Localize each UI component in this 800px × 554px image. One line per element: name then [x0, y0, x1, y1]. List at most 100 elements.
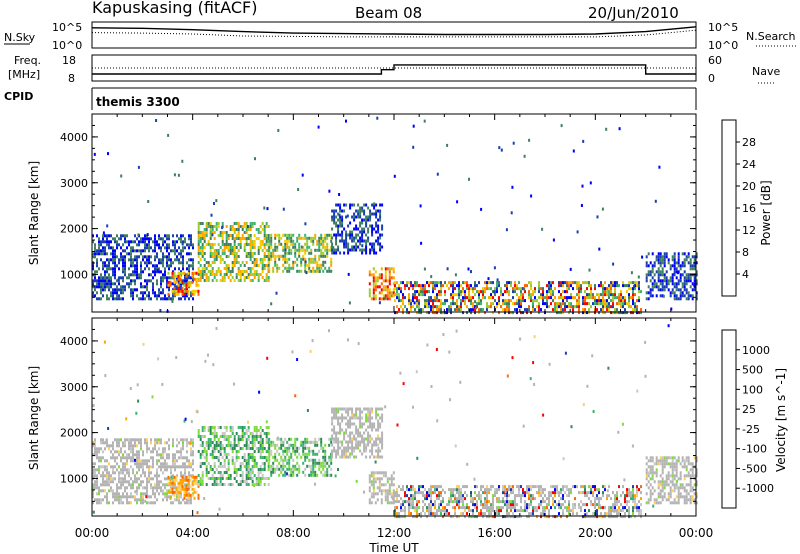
- power-cell: [122, 243, 124, 247]
- velocity-cell: [365, 413, 368, 417]
- velocity-cell: [134, 477, 136, 481]
- power-cell: [572, 308, 574, 312]
- power-cell: [657, 261, 660, 265]
- power-cell: [691, 267, 694, 271]
- velocity-cell: [290, 443, 293, 447]
- power-cell: [606, 308, 608, 312]
- velocity-cell: [320, 437, 323, 441]
- velocity-cell: [265, 435, 268, 438]
- velocity-cell: [280, 443, 283, 447]
- velocity-cell: [324, 449, 327, 453]
- velocity-cell: [188, 501, 190, 505]
- power-scatter-cell: [211, 233, 214, 237]
- power-cell: [651, 270, 654, 274]
- power-cell: [229, 249, 232, 252]
- velocity-cell: [108, 480, 110, 484]
- velocity-cell: [322, 467, 325, 471]
- power-cell: [100, 273, 102, 277]
- velocity-cell: [345, 455, 348, 459]
- velocity-cell: [156, 477, 158, 481]
- velocity-cell: [363, 443, 366, 447]
- power-cell: [156, 264, 158, 268]
- power-cell: [681, 264, 684, 268]
- power-cell: [568, 311, 570, 315]
- power-cell: [375, 251, 378, 255]
- velocity-cell: [377, 425, 380, 429]
- power-cell: [286, 260, 289, 264]
- power-cell: [243, 246, 246, 249]
- power-cell: [257, 279, 260, 282]
- power-cell: [502, 308, 504, 312]
- power-cell: [693, 276, 696, 280]
- velocity-cell: [104, 459, 106, 463]
- power-scatter-cell: [530, 194, 533, 198]
- power-cell: [120, 291, 122, 295]
- power-cell: [406, 308, 408, 312]
- power-cell: [363, 248, 366, 252]
- velocity-cell: [514, 515, 516, 519]
- velocity-cell: [114, 438, 116, 442]
- velocity-cell: [146, 462, 148, 466]
- velocity-cell: [261, 450, 264, 453]
- velocity-cell: [221, 465, 224, 468]
- velocity-cell: [112, 441, 114, 445]
- power-cell: [528, 305, 530, 309]
- velocity-cell: [410, 506, 412, 510]
- velocity-cell: [361, 416, 364, 420]
- velocity-cell: [201, 435, 204, 438]
- velocity-cell: [337, 410, 340, 414]
- velocity-cell: [92, 474, 94, 478]
- power-cell: [211, 243, 214, 246]
- velocity-cell: [144, 459, 146, 463]
- velocity-cell: [460, 497, 462, 501]
- power-cell: [524, 284, 526, 288]
- power-cell: [180, 297, 182, 301]
- power-cell: [116, 288, 118, 292]
- power-cell: [114, 282, 116, 286]
- power-scatter-cell: [93, 152, 96, 156]
- power-cell: [211, 225, 214, 228]
- velocity-cell: [122, 444, 124, 448]
- velocity-cell: [394, 500, 396, 504]
- power-cell: [476, 302, 478, 306]
- velocity-cell: [136, 456, 138, 460]
- power-cell: [190, 240, 192, 244]
- power-cell: [128, 285, 130, 289]
- power-cell: [167, 271, 170, 275]
- power-cell: [440, 290, 442, 294]
- power-cell: [645, 273, 648, 277]
- power-cell: [237, 231, 240, 234]
- velocity-cell: [456, 503, 458, 507]
- power-cell: [612, 299, 614, 303]
- power-cell: [94, 288, 96, 292]
- power-cell: [434, 287, 436, 291]
- velocity-cell: [355, 410, 358, 414]
- power-cell: [450, 281, 452, 285]
- power-cell: [284, 260, 287, 264]
- power-cell: [106, 285, 108, 289]
- power-cell: [294, 242, 297, 246]
- power-cell: [136, 237, 138, 241]
- power-cell: [122, 297, 124, 301]
- velocity-cell: [130, 501, 132, 505]
- velocity-cell: [112, 456, 114, 460]
- power-cell: [154, 255, 156, 259]
- power-cell: [251, 240, 254, 243]
- velocity-cell: [506, 515, 508, 519]
- power-cell: [347, 224, 350, 228]
- power-scatter-cell: [304, 260, 307, 264]
- power-cell: [554, 308, 556, 312]
- power-cell: [186, 267, 188, 271]
- power-cell: [140, 252, 142, 256]
- power-cell: [300, 260, 303, 264]
- velocity-cell: [438, 485, 440, 489]
- power-cell: [185, 283, 188, 287]
- power-cell: [588, 293, 590, 297]
- power-cell: [152, 240, 154, 244]
- velocity-cell: [207, 426, 210, 429]
- power-cell: [104, 279, 106, 283]
- power-cell: [612, 305, 614, 309]
- velocity-cell: [144, 438, 146, 442]
- power-cell: [209, 237, 212, 240]
